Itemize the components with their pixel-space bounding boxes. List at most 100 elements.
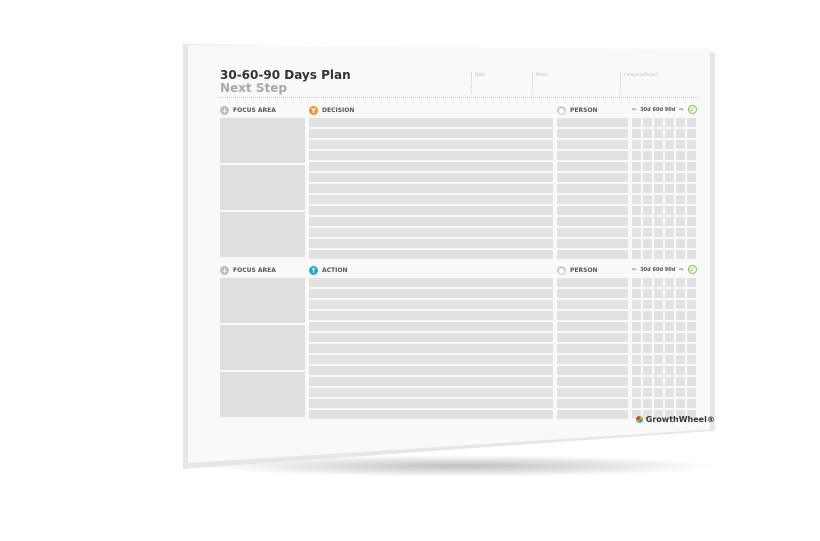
- timeline-cell[interactable]: [676, 344, 685, 353]
- timeline-cell[interactable]: [654, 129, 663, 138]
- person-line[interactable]: [557, 129, 628, 138]
- timeline-cell[interactable]: [687, 366, 696, 375]
- person-line[interactable]: [557, 355, 628, 364]
- timeline-cell[interactable]: [654, 377, 663, 386]
- timeline-cell[interactable]: [687, 140, 696, 149]
- timeline-cell[interactable]: [654, 151, 663, 160]
- entry-line[interactable]: [309, 140, 553, 149]
- timeline-cell[interactable]: [687, 129, 696, 138]
- timeline-cell[interactable]: [643, 366, 652, 375]
- timeline-cell[interactable]: [654, 184, 663, 193]
- timeline-cell[interactable]: [632, 399, 641, 408]
- timeline-cell[interactable]: [654, 239, 663, 248]
- timeline-cell[interactable]: [643, 333, 652, 342]
- entry-line[interactable]: [309, 366, 553, 375]
- timeline-cell[interactable]: [687, 217, 696, 226]
- timeline-cell[interactable]: [676, 399, 685, 408]
- timeline-cell[interactable]: [632, 151, 641, 160]
- timeline-cell[interactable]: [687, 344, 696, 353]
- timeline-cell[interactable]: [687, 333, 696, 342]
- timeline-cell[interactable]: [676, 377, 685, 386]
- timeline-cell[interactable]: [676, 250, 685, 259]
- timeline-cell[interactable]: [676, 289, 685, 298]
- timeline-cell[interactable]: [654, 206, 663, 215]
- focus-area-box[interactable]: [220, 372, 305, 417]
- person-line[interactable]: [557, 322, 628, 331]
- timeline-cell[interactable]: [665, 344, 674, 353]
- timeline-cell[interactable]: [632, 129, 641, 138]
- person-line[interactable]: [557, 388, 628, 397]
- timeline-cell[interactable]: [643, 217, 652, 226]
- entry-line[interactable]: [309, 184, 553, 193]
- person-line[interactable]: [557, 217, 628, 226]
- person-line[interactable]: [557, 151, 628, 160]
- timeline-cell[interactable]: [665, 399, 674, 408]
- person-line[interactable]: [557, 118, 628, 127]
- person-line[interactable]: [557, 289, 628, 298]
- timeline-cell[interactable]: [665, 366, 674, 375]
- timeline-cell[interactable]: [676, 333, 685, 342]
- timeline-cell[interactable]: [654, 366, 663, 375]
- timeline-cell[interactable]: [632, 410, 641, 419]
- timeline-cell[interactable]: [687, 388, 696, 397]
- timeline-cell[interactable]: [687, 206, 696, 215]
- timeline-cell[interactable]: [632, 377, 641, 386]
- timeline-cell[interactable]: [676, 162, 685, 171]
- timeline-cell[interactable]: [632, 173, 641, 182]
- timeline-cell[interactable]: [687, 278, 696, 287]
- timeline-cell[interactable]: [643, 300, 652, 309]
- timeline-cell[interactable]: [676, 184, 685, 193]
- timeline-cell[interactable]: [643, 195, 652, 204]
- timeline-cell[interactable]: [665, 250, 674, 259]
- timeline-cell[interactable]: [676, 278, 685, 287]
- timeline-cell[interactable]: [654, 278, 663, 287]
- timeline-cell[interactable]: [665, 377, 674, 386]
- timeline-cell[interactable]: [687, 355, 696, 364]
- timeline-cell[interactable]: [643, 118, 652, 127]
- person-line[interactable]: [557, 410, 628, 419]
- entry-line[interactable]: [309, 118, 553, 127]
- timeline-cell[interactable]: [665, 388, 674, 397]
- timeline-cell[interactable]: [687, 151, 696, 160]
- focus-area-box[interactable]: [220, 212, 305, 257]
- timeline-cell[interactable]: [632, 162, 641, 171]
- timeline-cell[interactable]: [676, 410, 685, 419]
- person-line[interactable]: [557, 239, 628, 248]
- timeline-cell[interactable]: [643, 151, 652, 160]
- timeline-cell[interactable]: [687, 118, 696, 127]
- timeline-cell[interactable]: [632, 250, 641, 259]
- timeline-cell[interactable]: [654, 250, 663, 259]
- timeline-cell[interactable]: [676, 388, 685, 397]
- entry-line[interactable]: [309, 195, 553, 204]
- timeline-cell[interactable]: [643, 140, 652, 149]
- timeline-cell[interactable]: [632, 140, 641, 149]
- timeline-cell[interactable]: [687, 399, 696, 408]
- entry-line[interactable]: [309, 278, 553, 287]
- person-line[interactable]: [557, 140, 628, 149]
- timeline-cell[interactable]: [643, 322, 652, 331]
- timeline-cell[interactable]: [643, 184, 652, 193]
- person-line[interactable]: [557, 250, 628, 259]
- entry-line[interactable]: [309, 344, 553, 353]
- timeline-cell[interactable]: [632, 195, 641, 204]
- timeline-cell[interactable]: [643, 162, 652, 171]
- timeline-cell[interactable]: [676, 366, 685, 375]
- timeline-cell[interactable]: [632, 278, 641, 287]
- timeline-cell[interactable]: [676, 355, 685, 364]
- entry-line[interactable]: [309, 228, 553, 237]
- timeline-cell[interactable]: [687, 162, 696, 171]
- timeline-cell[interactable]: [654, 333, 663, 342]
- entry-line[interactable]: [309, 173, 553, 182]
- timeline-cell[interactable]: [665, 228, 674, 237]
- timeline-cell[interactable]: [676, 129, 685, 138]
- timeline-cell[interactable]: [632, 228, 641, 237]
- entry-line[interactable]: [309, 399, 553, 408]
- person-line[interactable]: [557, 311, 628, 320]
- timeline-cell[interactable]: [643, 355, 652, 364]
- timeline-cell[interactable]: [676, 151, 685, 160]
- timeline-cell[interactable]: [654, 162, 663, 171]
- timeline-cell[interactable]: [687, 173, 696, 182]
- timeline-cell[interactable]: [665, 162, 674, 171]
- timeline-cell[interactable]: [654, 217, 663, 226]
- timeline-cell[interactable]: [676, 300, 685, 309]
